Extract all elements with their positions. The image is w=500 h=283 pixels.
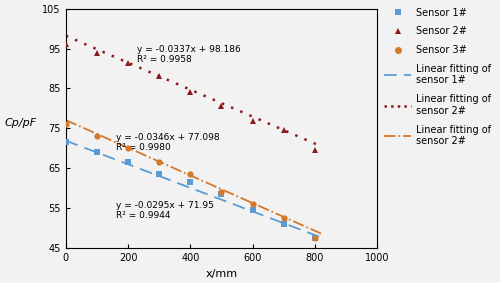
Text: y = -0.0337x + 98.186
R² = 0.9958: y = -0.0337x + 98.186 R² = 0.9958 bbox=[138, 45, 241, 65]
Y-axis label: Cp/pF: Cp/pF bbox=[4, 119, 36, 128]
Legend: Sensor 1#, Sensor 2#, Sensor 3#, Linear fitting of
sensor 1#, Linear fitting of
: Sensor 1#, Sensor 2#, Sensor 3#, Linear … bbox=[380, 4, 495, 150]
Text: y = -0.0346x + 77.098
R² = 0.9980: y = -0.0346x + 77.098 R² = 0.9980 bbox=[116, 133, 219, 153]
Text: y = -0.0295x + 71.95
R² = 0.9944: y = -0.0295x + 71.95 R² = 0.9944 bbox=[116, 201, 214, 220]
X-axis label: x/mm: x/mm bbox=[206, 269, 238, 279]
